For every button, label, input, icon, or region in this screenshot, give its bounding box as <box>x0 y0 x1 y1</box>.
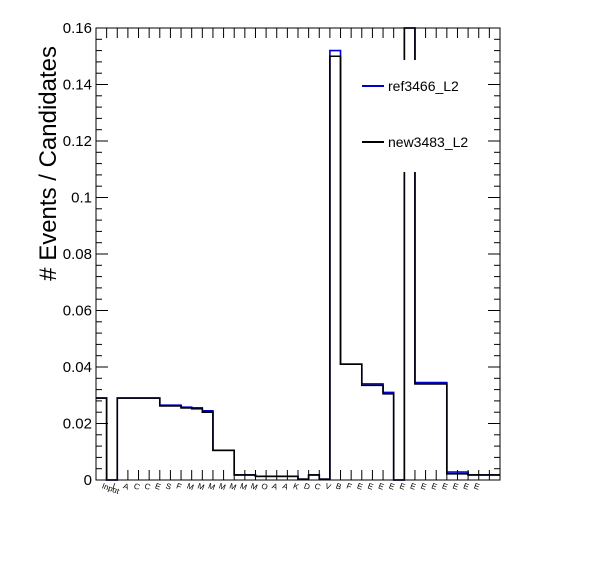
x-category-label: E <box>473 481 481 491</box>
x-category-label: E <box>462 481 470 491</box>
x-category-label: C <box>313 481 322 492</box>
x-category-label: E <box>398 481 406 491</box>
x-category-label: E <box>409 481 417 491</box>
x-category-label: E <box>420 481 428 491</box>
x-category-label: A <box>281 481 290 492</box>
axes-layer <box>95 27 501 481</box>
legend-label-new: new3483_L2 <box>388 134 468 150</box>
legend-label-ref: ref3466_L2 <box>388 78 459 94</box>
x-category-label: F <box>345 481 353 491</box>
y-tick-label: 0.16 <box>63 20 92 37</box>
x-category-label: L <box>111 481 119 491</box>
x-category-label: M <box>239 481 249 492</box>
x-category-label: M <box>196 481 206 492</box>
y-tick-label: 0.08 <box>63 246 92 263</box>
x-category-label: M <box>186 481 196 492</box>
x-category-label: E <box>430 481 438 491</box>
x-category-label: O <box>260 481 269 492</box>
y-tick-label: 0 <box>84 472 92 489</box>
legend: ref3466_L2 new3483_L2 <box>358 60 470 172</box>
x-category-label: B <box>335 481 343 491</box>
x-category-label: E <box>154 481 162 491</box>
x-category-label: M <box>228 481 238 492</box>
y-tick-label: 0.14 <box>63 77 92 94</box>
x-category-label: A <box>271 481 280 492</box>
y-tick-label: 0.06 <box>63 303 92 320</box>
x-category-label: E <box>356 481 364 491</box>
x-category-label: E <box>366 481 374 491</box>
y-tick-labels: 0 0.02 0.04 0.06 0.08 0.1 0.12 0.14 0.16 <box>63 20 92 489</box>
x-category-label: M <box>207 481 217 492</box>
x-category-label: E <box>388 481 396 491</box>
x-category-label: V <box>324 481 333 492</box>
y-tick-label: 0.1 <box>71 190 92 207</box>
legend-box <box>358 60 470 172</box>
x-category-label: D <box>303 481 312 492</box>
x-category-label: S <box>164 481 172 491</box>
x-category-label: E <box>377 481 385 491</box>
x-category-label: E <box>441 481 449 491</box>
x-category-label: E <box>451 481 459 491</box>
x-category-label: F <box>175 481 183 491</box>
x-category-label: M <box>218 481 228 492</box>
x-category-label: A <box>122 481 131 492</box>
y-axis-label: # Events / Candidates <box>35 46 62 281</box>
y-tick-label: 0.12 <box>63 133 92 150</box>
y-tick-label: 0.02 <box>63 416 92 433</box>
x-category-label: C <box>143 481 152 492</box>
y-tick-label: 0.04 <box>63 359 92 376</box>
x-category-label: C <box>133 481 142 492</box>
x-category-label: K <box>292 481 301 492</box>
x-category-label: M <box>249 481 259 492</box>
